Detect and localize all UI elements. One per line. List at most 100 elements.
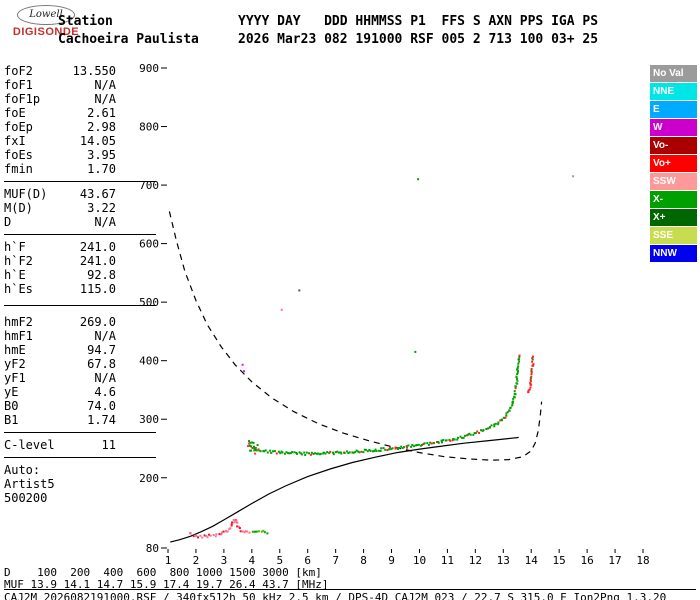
param-row: fmin 1.70 <box>4 162 116 176</box>
param-value: 3.22 <box>87 201 116 215</box>
param-label: hmF1 <box>4 329 33 343</box>
param-label: foF2 <box>4 64 33 78</box>
muf-transmission-curve <box>168 211 543 461</box>
legend-item-w: W <box>650 119 697 136</box>
svg-text:6: 6 <box>304 554 311 567</box>
f-layer-start-cluster <box>247 440 260 455</box>
param-row: Auto: <box>4 463 116 477</box>
legend-item-x-: X- <box>650 191 697 208</box>
param-group-separator <box>4 305 156 306</box>
header-column-titles: Station YYYY DAY DDD HHMMSS P1 FFS S AXN… <box>58 14 599 29</box>
param-label: D <box>4 215 12 229</box>
logo-product-text: DIGISONDE <box>12 26 80 38</box>
x-axis-labels: 1 2 3 4 5 6 7 8 9 10 11 12 13 14 15 16 17 18 <box>165 549 650 567</box>
param-label: foF1 <box>4 78 33 92</box>
param-value: 2.98 <box>87 120 116 134</box>
svg-text:600: 600 <box>139 238 159 251</box>
param-label: fmin <box>4 162 33 176</box>
muf-row: MUF 13.9 14.1 14.7 15.9 17.4 19.7 26.4 4… <box>4 578 329 591</box>
legend-item-nnw: NNW <box>650 245 697 262</box>
param-value: 92.8 <box>87 268 116 282</box>
file-info-row: CAJ2M_2026082191000.RSF / 340fx512h 50 k… <box>4 589 696 600</box>
param-label: yF2 <box>4 357 26 371</box>
param-value: 67.8 <box>87 357 116 371</box>
param-label: foF1p <box>4 92 41 106</box>
param-value: 14.05 <box>79 134 116 148</box>
param-row: MUF(D) 43.67 <box>4 187 116 201</box>
svg-text:1: 1 <box>165 554 172 567</box>
param-value: N/A <box>94 78 116 92</box>
param-group-separator <box>4 432 156 433</box>
lowell-logo-ellipse: Lowell <box>17 5 75 25</box>
param-value: 74.0 <box>87 399 116 413</box>
svg-text:2: 2 <box>193 554 200 567</box>
svg-text:3: 3 <box>221 554 228 567</box>
param-value: 241.0 <box>79 254 116 268</box>
param-row: h`F2 241.0 <box>4 254 116 268</box>
scatter-noise-points <box>241 175 575 373</box>
param-value: N/A <box>94 92 116 106</box>
param-label: B1 <box>4 413 19 427</box>
param-row: yF1 N/A <box>4 371 116 385</box>
header-station-values: Cachoeira Paulista 2026 Mar23 082 191000… <box>58 32 599 47</box>
svg-text:8: 8 <box>360 554 367 567</box>
legend-item-x+: X+ <box>650 209 697 226</box>
es-layer-green-segment <box>251 529 269 535</box>
param-label: foEs <box>4 148 33 162</box>
param-label: 500200 <box>4 491 48 505</box>
param-label: yF1 <box>4 371 26 385</box>
param-label: h`Es <box>4 282 33 296</box>
legend-item-nne: NNE <box>650 83 697 100</box>
param-row: C-level 11 <box>4 438 116 452</box>
distance-row: D 100 200 400 600 800 1000 1500 3000 [km… <box>4 566 322 579</box>
x-mode-tail <box>527 355 535 394</box>
svg-text:12: 12 <box>469 554 482 567</box>
param-value: 115.0 <box>79 282 116 296</box>
legend-item-no-val: No Val <box>650 65 697 82</box>
param-value: 2.61 <box>87 106 116 120</box>
y-axis-labels: 80 200 300 400 500 600 700 800 900 <box>139 62 167 555</box>
svg-text:17: 17 <box>608 554 621 567</box>
param-row: foF2 13.550 <box>4 64 116 78</box>
parameter-panel: foF2 13.550 foF1 N/A foF1p N/A foE 2.61 foEp 2.98… <box>4 64 156 505</box>
svg-text:5: 5 <box>276 554 283 567</box>
param-row: B0 74.0 <box>4 399 116 413</box>
svg-text:10: 10 <box>413 554 426 567</box>
svg-text:18: 18 <box>636 554 649 567</box>
svg-text:80: 80 <box>146 542 159 555</box>
param-value: 94.7 <box>87 343 116 357</box>
svg-text:14: 14 <box>525 554 539 567</box>
es-layer-trace <box>189 518 251 539</box>
param-value: 43.67 <box>79 187 116 201</box>
param-value: N/A <box>94 371 116 385</box>
svg-text:700: 700 <box>139 179 159 192</box>
param-value: N/A <box>94 215 116 229</box>
param-label: Auto: <box>4 463 41 477</box>
param-row: foF1 N/A <box>4 78 116 92</box>
param-value: 4.6 <box>94 385 116 399</box>
param-row: M(D) 3.22 <box>4 201 116 215</box>
param-row: foEp 2.98 <box>4 120 116 134</box>
param-group-separator <box>4 181 156 182</box>
param-label: h`F2 <box>4 254 33 268</box>
param-row: foE 2.61 <box>4 106 116 120</box>
param-value: N/A <box>94 329 116 343</box>
svg-text:800: 800 <box>139 121 159 134</box>
legend-item-vo+: Vo+ <box>650 155 697 172</box>
svg-text:9: 9 <box>388 554 395 567</box>
param-value: 241.0 <box>79 240 116 254</box>
param-row: hmF2 269.0 <box>4 315 116 329</box>
param-value: 269.0 <box>79 315 116 329</box>
param-label: MUF(D) <box>4 187 48 201</box>
svg-text:16: 16 <box>580 554 593 567</box>
param-label: yE <box>4 385 19 399</box>
param-group-separator <box>4 457 156 458</box>
svg-text:11: 11 <box>441 554 454 567</box>
param-label: Artist5 <box>4 477 55 491</box>
svg-text:900: 900 <box>139 62 159 75</box>
f-layer-o-trace <box>249 354 521 456</box>
param-row: h`F 241.0 <box>4 240 116 254</box>
direction-legend: No Val NNE E W Vo- Vo+ SSW X- X+ SSE NNW <box>650 65 697 263</box>
param-label: h`E <box>4 268 26 282</box>
